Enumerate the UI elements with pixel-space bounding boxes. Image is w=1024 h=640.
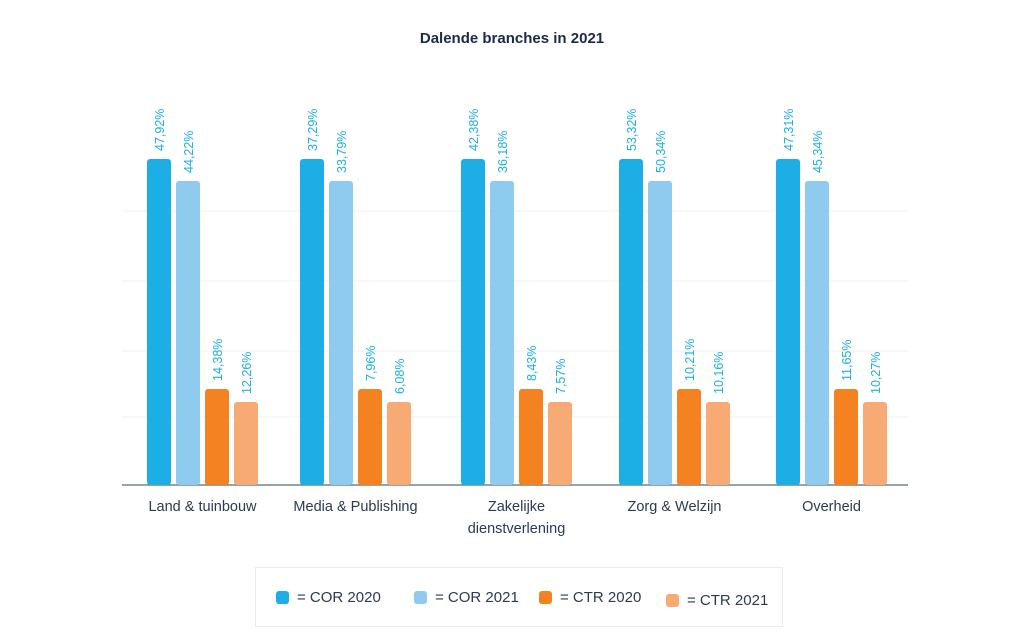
data-label: 10,27% (869, 352, 883, 394)
legend-item: = COR 2021 (414, 568, 519, 626)
bar (329, 181, 353, 485)
data-label: 47,31% (782, 109, 796, 151)
bar (234, 402, 258, 485)
legend-swatch (539, 590, 552, 604)
legend-label: = CTR 2021 (687, 591, 769, 609)
category-label: Zorg & Welzijn (627, 499, 721, 515)
category-label: Overheid (802, 499, 861, 515)
category-label: Zakelijke dienstverlening (468, 499, 566, 537)
bar (461, 159, 485, 485)
legend-label: = COR 2021 (435, 588, 519, 606)
data-label: 47,92% (153, 109, 167, 151)
legend-swatch (666, 593, 679, 607)
bar (358, 389, 382, 485)
legend-swatch (414, 590, 427, 604)
bar (300, 159, 324, 485)
bar (490, 181, 514, 485)
data-label: 37,29% (306, 109, 320, 151)
bar (706, 402, 730, 485)
data-label: 11,65% (840, 340, 854, 381)
bar (648, 181, 672, 485)
data-label: 10,21% (683, 339, 697, 381)
bar (519, 389, 543, 485)
data-label: 12,26% (240, 352, 254, 394)
category-label: Land & tuinbouw (148, 499, 257, 515)
data-label: 8,43% (525, 346, 539, 381)
data-label: 10,16% (712, 352, 726, 394)
bar (548, 402, 572, 485)
data-label: 14,38% (211, 339, 225, 381)
data-label: 53,32% (625, 109, 639, 151)
legend-label: = COR 2020 (297, 588, 381, 606)
data-label: 45,34% (811, 131, 825, 173)
legend-item: = CTR 2021 (666, 571, 768, 629)
legend-item: = CTR 2020 (539, 568, 641, 626)
legend-label: = CTR 2020 (560, 588, 642, 606)
bar (619, 159, 643, 485)
legend-swatch (276, 590, 289, 604)
data-label: 36,18% (496, 131, 510, 173)
bar (834, 389, 858, 485)
category-label: Media & Publishing (293, 499, 417, 515)
data-label: 42,38% (467, 109, 481, 151)
data-label: 7,57% (554, 359, 568, 394)
bar (863, 402, 887, 485)
data-label: 33,79% (335, 131, 349, 173)
bar (805, 181, 829, 485)
bar-chart: 47,92% 37,29% 42,38% 53,32% 47,31% 44,22% 33,7… (122, 109, 908, 537)
chart-title: Dalende branches in 2021 (419, 30, 605, 47)
bar (677, 389, 701, 485)
bar (147, 159, 171, 485)
data-label: 7,96% (364, 346, 378, 381)
bar (176, 181, 200, 485)
legend-item: = COR 2020 (276, 568, 381, 626)
bar (387, 402, 411, 485)
bar (205, 389, 229, 485)
legend: = COR 2020 = COR 2021 = CTR 2020 = CTR 2021 (255, 567, 783, 627)
bar (776, 159, 800, 485)
data-label: 44,22% (182, 131, 196, 173)
data-label: 50,34% (654, 131, 668, 173)
data-label: 6,08% (393, 359, 407, 394)
